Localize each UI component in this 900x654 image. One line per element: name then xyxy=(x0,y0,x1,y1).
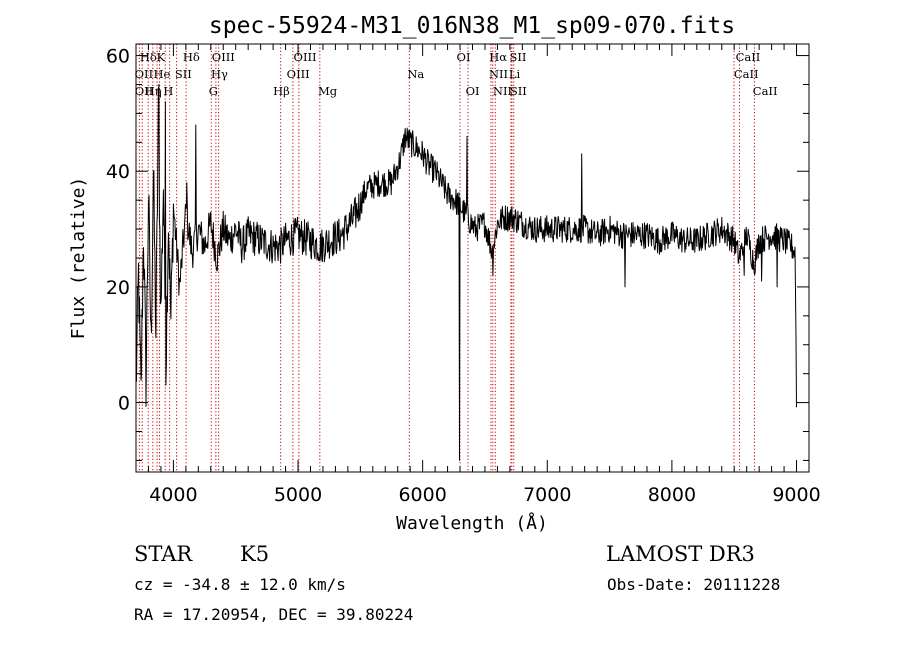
line-label: SII xyxy=(510,50,527,64)
line-label: Hγ xyxy=(211,67,228,81)
line-label: Li xyxy=(509,67,521,81)
x-tick-label: 4000 xyxy=(149,484,197,506)
line-label: Hη xyxy=(145,84,162,98)
line-label: SII xyxy=(510,84,527,98)
line-label: CaII xyxy=(753,84,778,98)
line-label: Na xyxy=(407,67,424,81)
line-label: CaII xyxy=(734,67,759,81)
line-label: H xyxy=(163,84,173,98)
y-tick-label: 40 xyxy=(106,161,130,183)
x-axis-label: Wavelength (Å) xyxy=(396,512,548,534)
line-label: CaII xyxy=(736,50,761,64)
line-label: OII xyxy=(135,84,154,98)
line-label: Hδ xyxy=(183,50,200,64)
line-label: Hβ xyxy=(273,84,290,98)
survey-name: LAMOST DR3 xyxy=(606,542,755,566)
line-label: SII xyxy=(175,67,192,81)
line-label: Hδ xyxy=(140,50,157,64)
object-class: STAR xyxy=(134,542,193,566)
line-label: NII xyxy=(493,84,512,98)
line-label: OI xyxy=(466,84,480,98)
coordinates: RA = 17.20954, DEC = 39.80224 xyxy=(134,605,413,624)
line-markers xyxy=(138,44,755,472)
redshift-readout: cz = -34.8 ± 12.0 km/s xyxy=(134,575,346,594)
y-tick-label: 0 xyxy=(118,393,130,415)
y-tick-label: 20 xyxy=(106,277,130,299)
obs-date: Obs-Date: 20111228 xyxy=(607,575,780,594)
x-tick-label: 9000 xyxy=(772,484,820,506)
spectrum-line xyxy=(135,84,797,461)
axis-ticks xyxy=(136,44,810,472)
y-tick-label: 60 xyxy=(106,46,130,68)
line-label: K xyxy=(157,50,166,64)
y-tick-labels: 0 20 40 60 xyxy=(106,46,130,415)
line-label: Hα xyxy=(489,50,507,64)
x-tick-label: 5000 xyxy=(274,484,322,506)
line-label: NII xyxy=(489,67,508,81)
plot-frame xyxy=(135,43,810,473)
object-subclass: K5 xyxy=(240,542,269,566)
line-label: OII xyxy=(135,67,154,81)
x-tick-label: 7000 xyxy=(523,484,571,506)
line-label: G xyxy=(209,84,218,98)
y-axis-label: Flux (relative) xyxy=(68,177,89,340)
chart-title: spec-55924-M31_016N38_M1_sp09-070.fits xyxy=(209,13,735,39)
line-label: OIII xyxy=(212,50,235,64)
x-tick-label: 6000 xyxy=(398,484,446,506)
line-label: OIII xyxy=(294,50,317,64)
line-label: OIII xyxy=(287,67,310,81)
line-label: OI xyxy=(457,50,471,64)
line-label: He xyxy=(153,67,170,81)
x-tick-labels: 4000 5000 6000 7000 8000 9000 xyxy=(149,484,821,506)
line-label: Mg xyxy=(318,84,338,98)
x-tick-label: 8000 xyxy=(648,484,696,506)
